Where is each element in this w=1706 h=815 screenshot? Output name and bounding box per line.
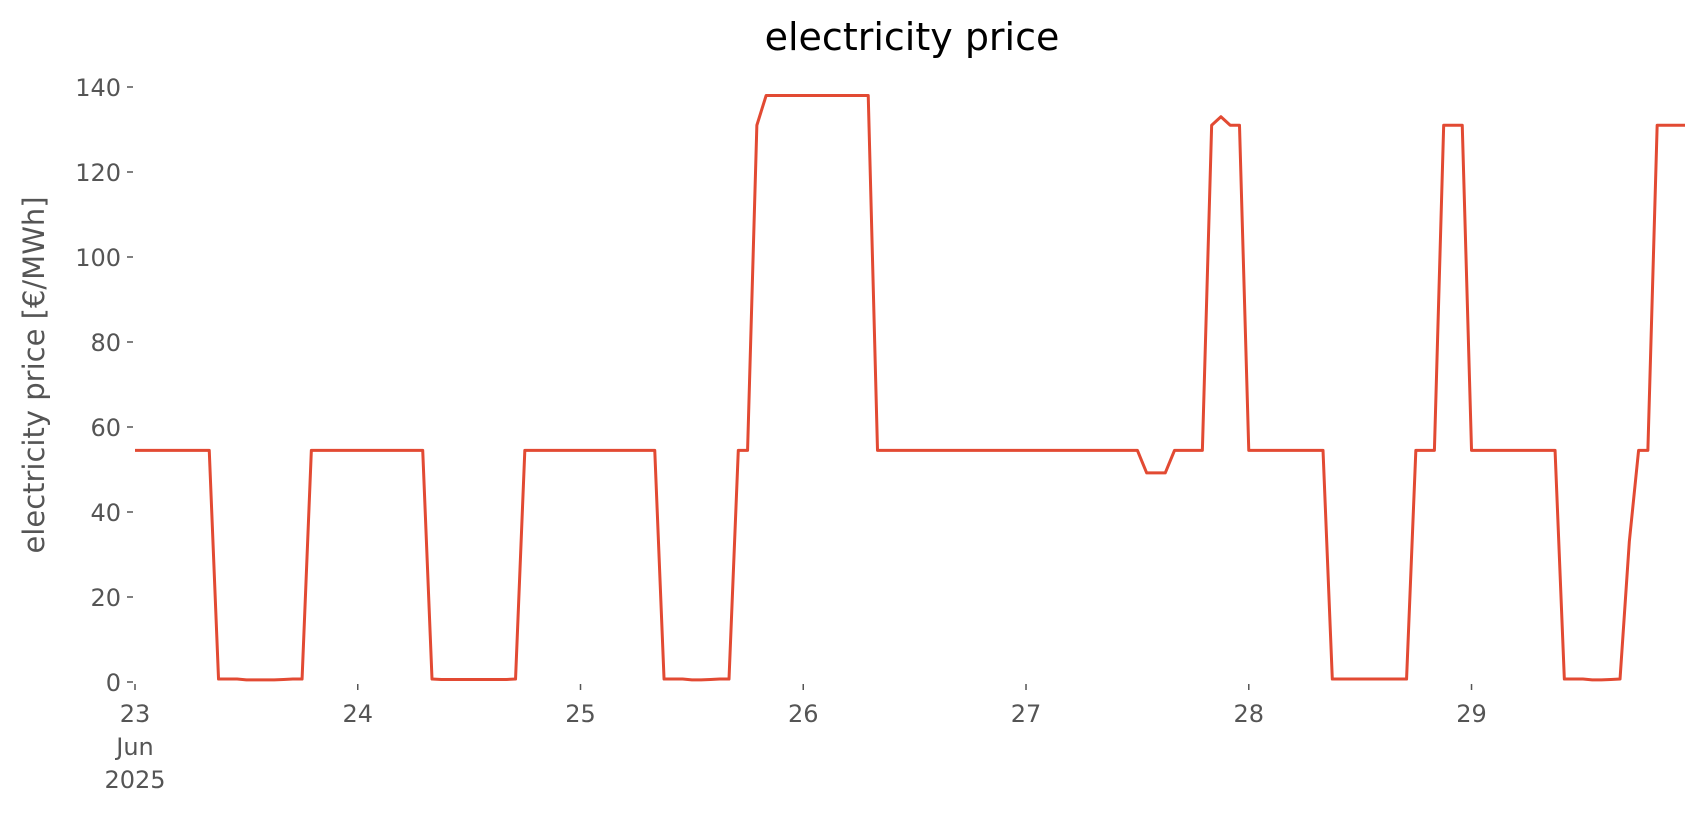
x-tick-label: 29 — [1456, 700, 1487, 728]
x-tick-label: 25 — [565, 700, 596, 728]
y-tick-label: 80 — [90, 329, 121, 357]
x-tick-label: 26 — [788, 700, 819, 728]
y-tick-label: 40 — [90, 499, 121, 527]
y-tick-label: 0 — [106, 669, 121, 697]
x-tick-label: 23 Jun 2025 — [104, 700, 165, 794]
y-tick-label: 140 — [75, 74, 121, 102]
y-tick-label: 60 — [90, 414, 121, 442]
price-line — [135, 94, 1685, 682]
y-tick-label: 120 — [75, 159, 121, 187]
chart-title: electricity price — [765, 15, 1060, 59]
x-tick-label: 28 — [1233, 700, 1264, 728]
y-tick-label: 20 — [90, 584, 121, 612]
y-axis-label: electricity price [€/MWh] — [17, 196, 51, 553]
y-tick-label: 100 — [75, 244, 121, 272]
x-tick-label: 24 — [342, 700, 373, 728]
x-tick-label: 27 — [1011, 700, 1042, 728]
